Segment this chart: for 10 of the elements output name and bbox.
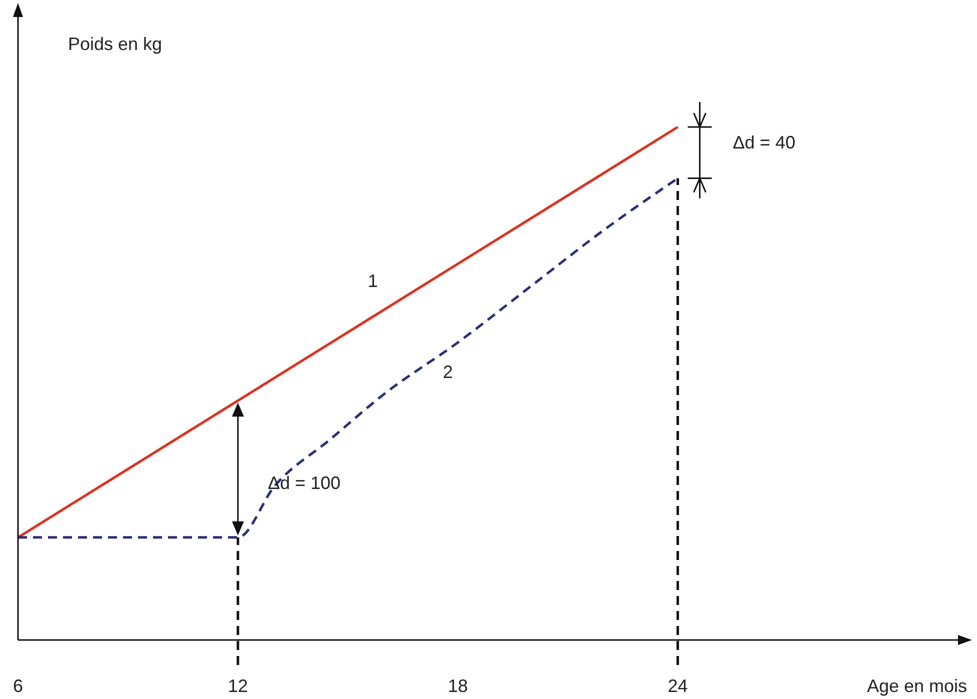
x-tick-label: 18 [448,676,468,696]
y-axis-title: Poids en kg [68,34,162,54]
annotation: Δd = 100 [268,473,341,493]
x-axis-title: Age en mois [866,676,967,696]
annotation: Δd = 40 [732,132,796,153]
x-tick-label: 24 [668,676,688,696]
series-label: 2 [442,362,453,382]
x-tick-label: 12 [228,676,248,696]
series-label: 1 [368,271,378,292]
x-tick-label: 6 [12,676,24,696]
